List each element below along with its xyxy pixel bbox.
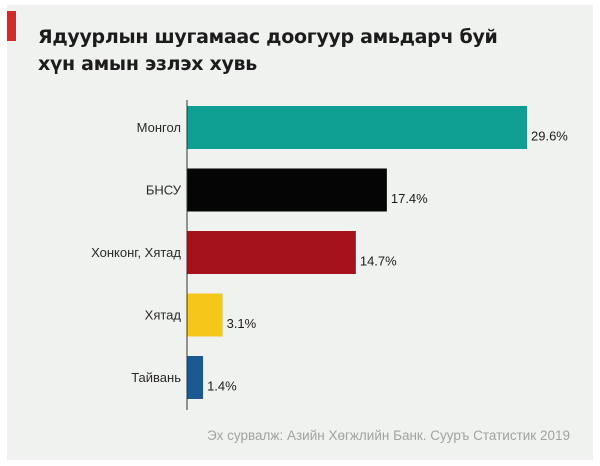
- bar-2: [187, 168, 387, 212]
- category-label: Монгол: [137, 120, 181, 135]
- category-label: Хятад: [145, 308, 182, 323]
- category-label: Хонконг, Хятад: [91, 245, 181, 260]
- bar-5: [187, 356, 204, 399]
- value-label: 29.6%: [531, 129, 568, 144]
- category-label: БНСУ: [146, 183, 182, 198]
- source-note: Эх сурвалж: Азийн Хөгжлийн Банк. Сууръ С…: [206, 428, 570, 443]
- title-accent-bar: [7, 11, 16, 41]
- value-label: 1.4%: [207, 379, 237, 394]
- chart-title: Ядуурлын шугамаас доогуур амьдарч буй хү…: [38, 26, 498, 75]
- value-label: 17.4%: [391, 191, 428, 206]
- value-label: 14.7%: [360, 254, 397, 269]
- category-label: Тайвань: [131, 370, 181, 385]
- bar-1: [187, 106, 527, 149]
- bar-4: [187, 293, 223, 337]
- bar-3: [187, 231, 356, 274]
- value-label: 3.1%: [227, 316, 257, 331]
